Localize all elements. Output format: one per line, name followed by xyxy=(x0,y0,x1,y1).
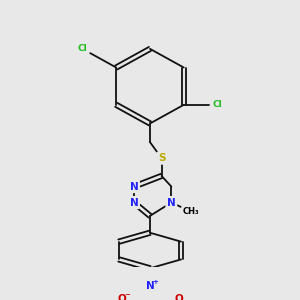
Text: +: + xyxy=(152,279,158,285)
Text: Cl: Cl xyxy=(78,44,87,53)
Text: N: N xyxy=(146,281,154,291)
Text: O: O xyxy=(117,294,126,300)
Text: Cl: Cl xyxy=(213,100,222,109)
Text: N: N xyxy=(130,197,138,208)
Text: −: − xyxy=(124,292,130,298)
Text: O: O xyxy=(174,294,183,300)
Text: N: N xyxy=(167,197,176,208)
Text: S: S xyxy=(158,153,165,163)
Text: N: N xyxy=(130,182,138,192)
Text: CH₃: CH₃ xyxy=(183,207,199,216)
